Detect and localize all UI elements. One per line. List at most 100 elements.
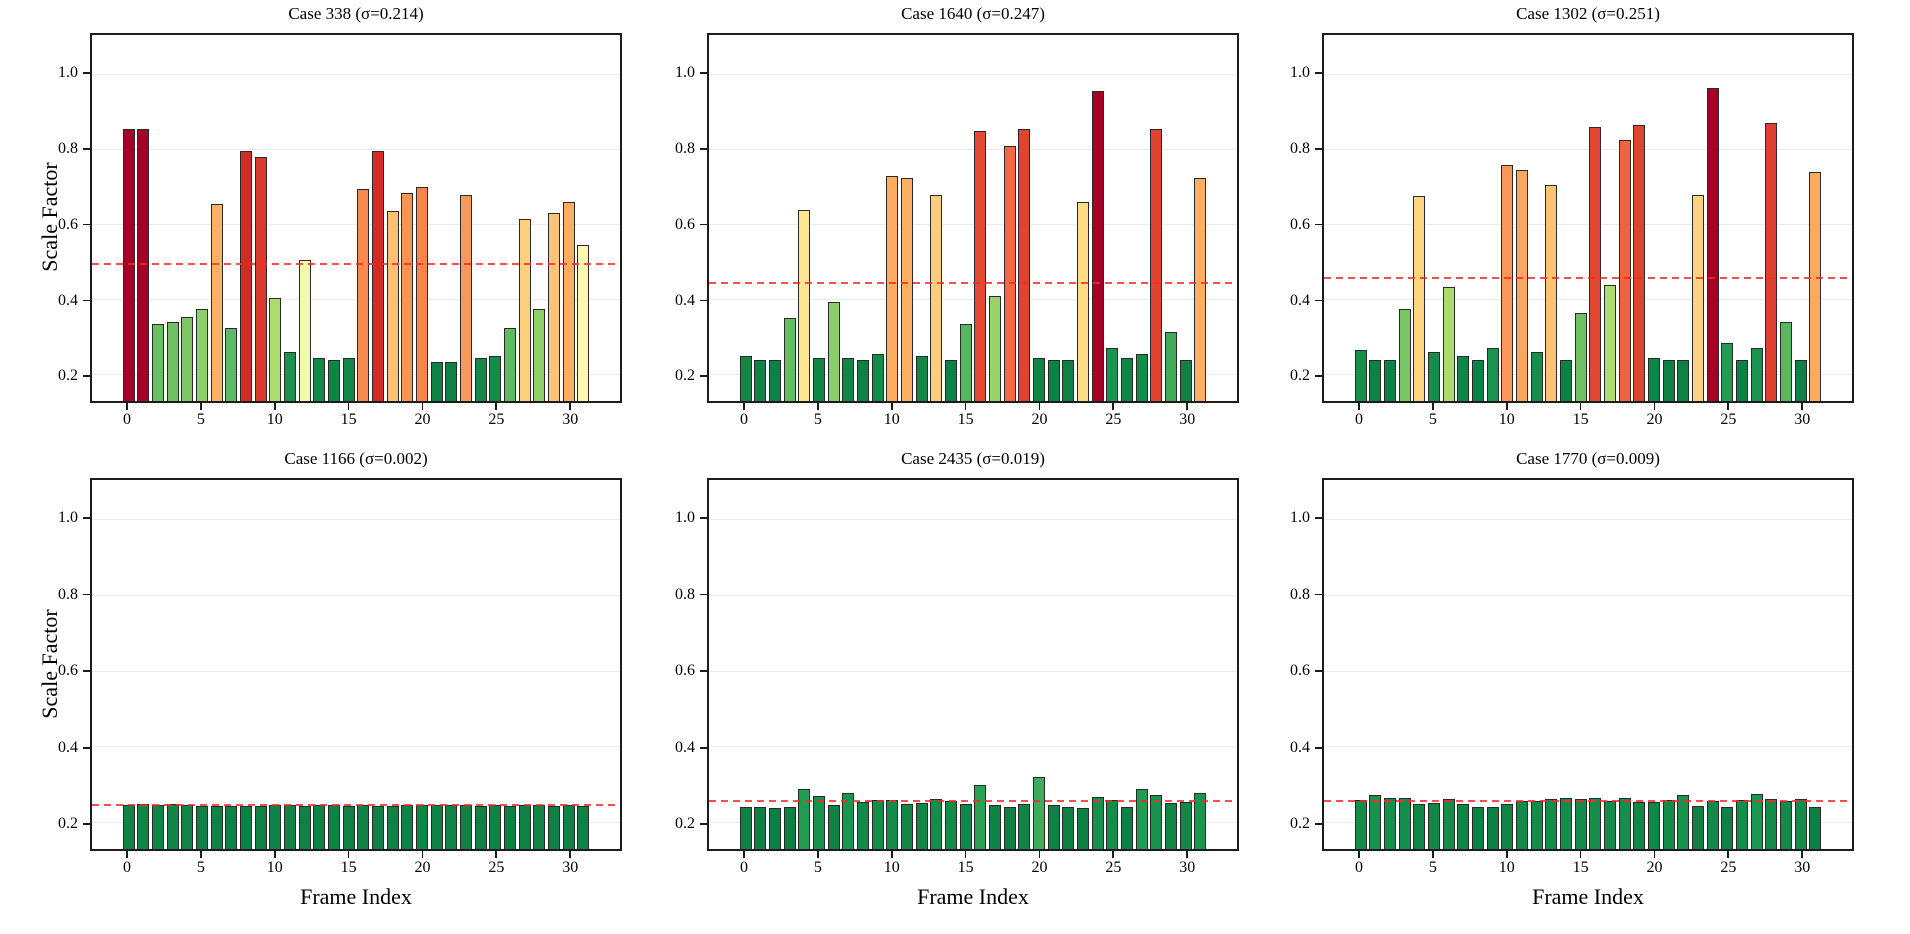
y-tick-label: 0.4 [675, 291, 695, 309]
bar-frame-23 [1077, 202, 1089, 401]
plot-area [707, 478, 1239, 851]
bar-frame-31 [1194, 177, 1207, 401]
plot-area [1322, 478, 1854, 851]
x-tick-mark [1727, 851, 1730, 858]
x-tick-label: 20 [414, 411, 431, 428]
bar-frame-14 [328, 359, 340, 401]
y-gridline [1324, 670, 1852, 672]
x-tick-mark [1357, 851, 1360, 858]
y-tick-label: 0.2 [1290, 815, 1310, 833]
chart-title: Case 1302 (σ=0.251) [1516, 4, 1660, 23]
y-gridline [1324, 374, 1852, 376]
y-tick-mark [83, 375, 90, 378]
bar-frame-7 [842, 793, 855, 849]
bar-frame-30 [562, 202, 575, 401]
x-tick-label: 10 [266, 411, 283, 428]
bar-frame-0 [1354, 799, 1367, 849]
x-tick-mark [964, 403, 967, 410]
bar-frame-11 [1516, 170, 1528, 401]
x-tick-mark [1038, 851, 1041, 858]
x-tick-mark [421, 403, 424, 410]
bar-frame-26 [1121, 807, 1133, 849]
bar-frame-11 [901, 803, 913, 849]
x-tick-mark [421, 851, 424, 858]
y-gridline [92, 224, 620, 226]
y-gridline [709, 73, 1237, 75]
bar-frame-6 [1442, 286, 1455, 401]
y-tick-label: 0.2 [1290, 367, 1310, 385]
bar-frame-24 [474, 357, 487, 401]
bar-frame-28 [1150, 795, 1163, 849]
bar-frame-16 [974, 130, 987, 401]
y-gridline [92, 594, 620, 596]
x-tick-label: 30 [562, 859, 579, 876]
y-tick-mark [83, 823, 90, 826]
y-gridline [709, 822, 1237, 823]
bar-frame-29 [1780, 322, 1792, 401]
y-tick-label: 0.2 [675, 367, 695, 385]
bar-frame-8 [857, 801, 869, 849]
bar-frame-5 [813, 357, 825, 401]
bar-frame-0 [739, 807, 752, 849]
y-tick-label: 1.0 [675, 63, 695, 81]
bar-frame-21 [1047, 805, 1060, 849]
y-tick-label: 1.0 [1290, 509, 1310, 527]
x-tick-mark [125, 851, 128, 858]
x-tick-label: 30 [1794, 859, 1811, 876]
bar-frame-19 [1018, 804, 1031, 849]
bar-frame-9 [1486, 348, 1499, 401]
bar-frame-8 [240, 806, 252, 849]
y-gridline [92, 670, 620, 672]
y-tick-mark [700, 670, 707, 672]
x-tick-label: 25 [488, 411, 505, 428]
y-gridline [92, 746, 620, 748]
x-tick-label: 15 [340, 411, 357, 428]
y-tick-mark [1315, 147, 1322, 150]
y-tick-mark [700, 517, 707, 519]
x-tick-label: 0 [122, 859, 131, 876]
x-tick-label: 5 [196, 411, 205, 428]
x-tick-label: 5 [813, 859, 822, 876]
y-tick-label: 0.4 [1290, 291, 1310, 309]
y-tick-mark [700, 71, 707, 74]
bar-frame-26 [1121, 357, 1133, 401]
bar-frame-13 [930, 194, 943, 401]
x-tick-mark [199, 851, 202, 858]
bar-frame-3 [166, 322, 179, 401]
bar-frame-25 [1721, 806, 1734, 849]
bar-frame-18 [1618, 797, 1631, 849]
x-tick-mark [347, 403, 350, 410]
bar-frame-7 [225, 327, 238, 401]
x-tick-label: 0 [739, 411, 748, 428]
bar-frame-2 [769, 808, 781, 849]
y-tick-label: 0.2 [58, 367, 78, 385]
plot-area [707, 33, 1239, 403]
bar-frame-6 [210, 203, 223, 401]
x-tick-mark [890, 851, 893, 858]
x-tick-label: 25 [1105, 859, 1122, 876]
y-tick-mark [83, 517, 90, 519]
y-gridline [1324, 224, 1852, 226]
y-tick-mark [83, 593, 90, 596]
y-tick-label: 0.6 [1290, 662, 1310, 680]
bar-frame-16 [1589, 798, 1602, 849]
bar-frame-1 [1369, 359, 1382, 401]
bar-frame-27 [518, 218, 531, 401]
y-gridline [1324, 594, 1852, 596]
bar-frame-13 [313, 357, 326, 401]
bar-frame-16 [1589, 126, 1602, 401]
x-axis-label: Frame Index [917, 884, 1029, 909]
x-tick-mark [199, 403, 202, 410]
bar-frame-21 [1047, 359, 1060, 401]
bar-frame-31 [1809, 172, 1822, 401]
bar-frame-8 [857, 359, 869, 401]
bar-frame-24 [1091, 91, 1104, 401]
bar-frame-22 [1062, 807, 1075, 849]
bar-frame-30 [1794, 799, 1807, 849]
mean-dashed-line [709, 281, 1237, 284]
x-tick-label: 20 [1646, 859, 1663, 876]
bar-frame-26 [504, 327, 516, 401]
x-tick-mark [347, 851, 350, 858]
